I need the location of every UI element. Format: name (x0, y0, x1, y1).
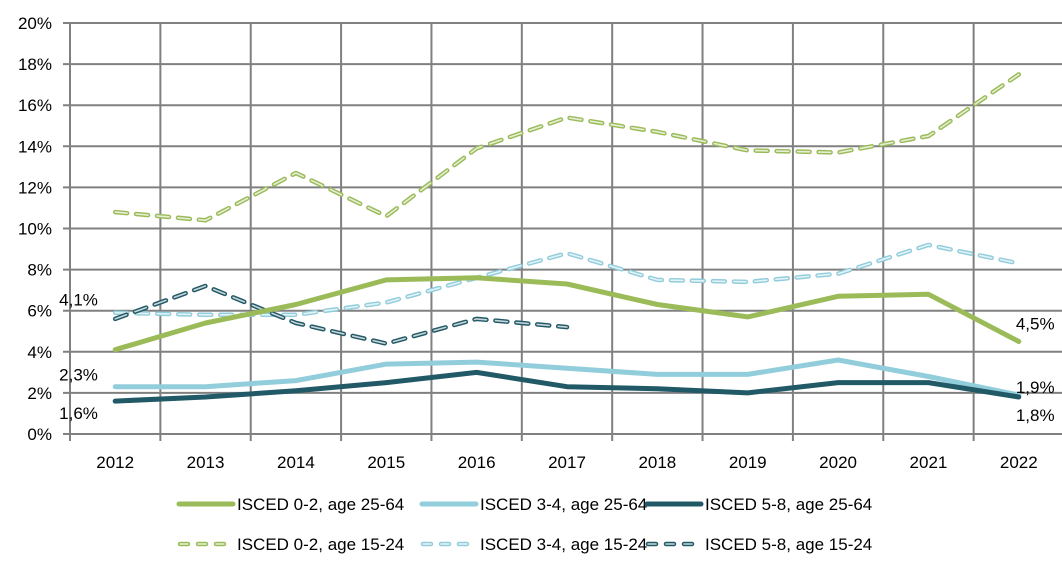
x-tick-label: 2016 (458, 453, 496, 472)
legend-label: ISCED 0-2, age 15-24 (237, 535, 404, 554)
y-tick-label: 2% (27, 384, 52, 403)
x-tick-label: 2018 (638, 453, 676, 472)
series-lines (112, 72, 1022, 404)
data-label: 1,8% (1016, 406, 1055, 425)
y-tick-label: 12% (18, 178, 52, 197)
y-tick-label: 8% (27, 261, 52, 280)
dash-fill (114, 285, 568, 345)
legend-item: ISCED 0-2, age 15-24 (177, 535, 404, 554)
data-labels: 4,1% 2,3% 1,6% 4,5% 1,9% 1,8% (59, 291, 1054, 425)
legend-label: ISCED 5-8, age 25-64 (705, 495, 872, 514)
y-axis-tick-labels: 0% 2% 4% 6% 8% 10% 12% 14% 16% 18% 20% (18, 14, 52, 444)
y-tick-label: 0% (27, 425, 52, 444)
data-label: 2,3% (59, 366, 98, 385)
series-isced-3-4-age-25-64-line (112, 357, 1022, 398)
x-tick-label: 2017 (548, 453, 586, 472)
gridlines (63, 22, 1062, 441)
series-isced-5-8-age-25-64-line (112, 369, 1022, 404)
legend-label: ISCED 5-8, age 15-24 (705, 535, 872, 554)
y-tick-label: 20% (18, 14, 52, 33)
y-tick-label: 14% (18, 137, 52, 156)
legend-item: ISCED 5-8, age 25-64 (644, 495, 872, 514)
x-tick-label: 2019 (729, 453, 767, 472)
y-tick-label: 18% (18, 55, 52, 74)
data-label: 4,1% (59, 291, 98, 310)
dash-fill (114, 73, 1020, 222)
y-tick-label: 10% (18, 220, 52, 239)
series-isced-3-4-age-15-24-line (112, 242, 1022, 318)
legend-item: ISCED 3-4, age 25-64 (419, 495, 647, 514)
y-tick-label: 4% (27, 343, 52, 362)
data-label: 4,5% (1016, 315, 1055, 334)
y-tick-label: 6% (27, 302, 52, 321)
y-tick-label: 16% (18, 96, 52, 115)
dash-fill (114, 244, 1020, 316)
x-tick-label: 2014 (277, 453, 315, 472)
legend: ISCED 0-2, age 25-64 ISCED 3-4, age 25-64… (176, 495, 872, 554)
data-label: 1,6% (59, 404, 98, 423)
x-tick-label: 2022 (1000, 453, 1038, 472)
legend-label: ISCED 0-2, age 25-64 (237, 495, 404, 514)
series-isced-0-2-age-15-24-line (112, 72, 1022, 223)
x-tick-label: 2013 (187, 453, 225, 472)
legend-item: ISCED 0-2, age 25-64 (176, 495, 404, 514)
legend-item: ISCED 3-4, age 15-24 (420, 535, 647, 554)
x-tick-label: 2020 (819, 453, 857, 472)
data-label: 1,9% (1016, 378, 1055, 397)
series-isced-0-2-age-25-64-line (112, 275, 1022, 353)
x-tick-label: 2015 (367, 453, 405, 472)
series-isced-5-8-age-15-24-line (112, 283, 570, 346)
x-tick-label: 2012 (96, 453, 134, 472)
legend-label: ISCED 3-4, age 25-64 (480, 495, 647, 514)
x-tick-label: 2021 (910, 453, 948, 472)
x-axis-tick-labels: 2012 2013 2014 2015 2016 2017 2018 2019 2020 2021… (96, 453, 1037, 472)
legend-item: ISCED 5-8, age 15-24 (645, 535, 872, 554)
legend-label: ISCED 3-4, age 15-24 (480, 535, 647, 554)
